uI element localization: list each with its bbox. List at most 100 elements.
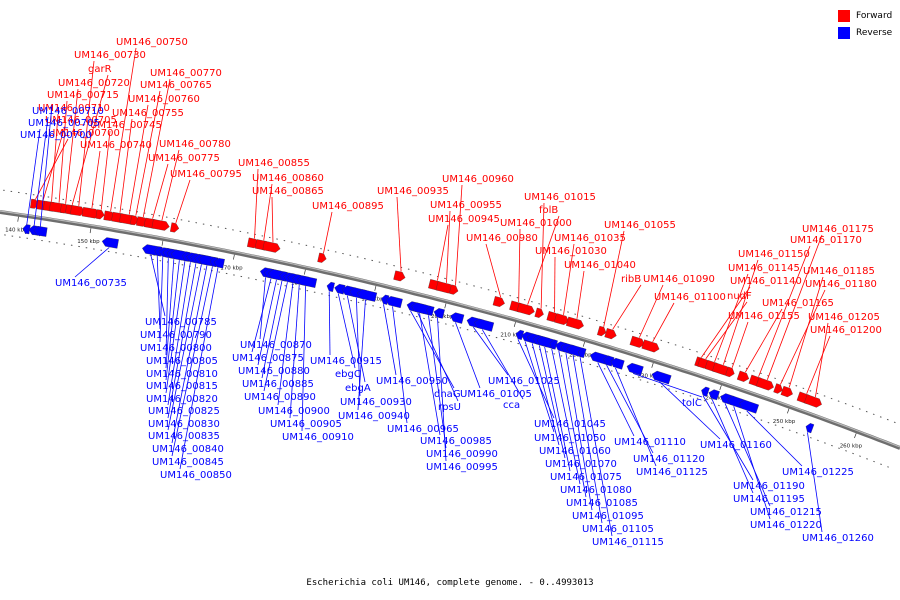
reverse-gene-arrow — [474, 318, 495, 332]
reverse-gene-arrow — [450, 312, 465, 324]
forward-gene-label: UM146_00740 — [80, 140, 152, 151]
forward-gene-label: UM146_00795 — [170, 169, 242, 180]
forward-gene-label: UM146_00750 — [116, 37, 188, 48]
forward-gene-label: UM146_01175 — [802, 224, 874, 235]
reverse-leader-line — [165, 260, 180, 381]
reverse-leader-line — [167, 264, 202, 431]
forward-gene-label: UM146_01145 — [728, 263, 800, 274]
legend: Forward Reverse — [838, 9, 892, 43]
axis-tick-mark — [89, 228, 92, 234]
forward-gene-arrow — [604, 328, 617, 340]
reverse-gene-label: UM146_01110 — [614, 437, 686, 448]
forward-leader-line — [700, 286, 751, 358]
forward-gene-arrow — [170, 222, 180, 233]
forward-leader-line — [142, 78, 171, 218]
forward-swatch — [838, 9, 850, 22]
reverse-gene-label: dnaG — [434, 389, 461, 400]
reverse-leader-line — [289, 284, 300, 419]
reverse-leader-line — [597, 362, 635, 437]
reverse-gene-label: UM146_01260 — [802, 533, 874, 544]
forward-leader-line — [745, 308, 783, 373]
reverse-gene-label: UM146_00845 — [152, 457, 224, 468]
reverse-gene-arrow — [213, 258, 225, 269]
forward-leader-line — [788, 276, 824, 388]
forward-gene-label: UM146_00775 — [148, 153, 220, 164]
forward-gene-arrow — [629, 335, 645, 348]
reverse-leader-line — [357, 299, 366, 411]
reverse-leader-line — [632, 373, 703, 398]
reverse-leader-line — [544, 346, 571, 472]
forward-gene-label: garR — [88, 64, 112, 75]
forward-gene-arrow — [554, 313, 570, 325]
forward-gene-label: UM146_00980 — [466, 233, 538, 244]
forward-leader-line — [612, 284, 642, 330]
reverse-gene-label: UM146_00825 — [148, 406, 220, 417]
reverse-leader-line — [807, 432, 823, 533]
reverse-gene-label: UM146_00995 — [426, 462, 498, 473]
reverse-leader-line — [481, 329, 524, 400]
reverse-leader-line — [659, 381, 721, 440]
reverse-gene-label: UM146_00965 — [387, 424, 459, 435]
axis-tick-label: 250 kbp — [773, 419, 796, 425]
axis-tick-label: 140 kbp — [5, 228, 28, 234]
forward-leader-line — [78, 60, 95, 206]
forward-gene-label: UM146_01055 — [604, 220, 676, 231]
forward-gene-label: UM146_00715 — [47, 90, 119, 101]
reverse-gene-label: UM146_00880 — [238, 366, 310, 377]
reverse-gene-label: UM146_01095 — [572, 511, 644, 522]
forward-leader-line — [91, 150, 101, 209]
axis-tick-mark — [651, 362, 654, 368]
reverse-gene-label: UM146_00840 — [152, 444, 224, 455]
reverse-gene-arrow — [33, 226, 48, 237]
reverse-gene-label: UM146_00800 — [140, 343, 212, 354]
forward-gene-label: UM146_01040 — [564, 260, 636, 271]
forward-gene-label: UM146_00955 — [430, 200, 502, 211]
reverse-gene-label: UM146_00905 — [270, 419, 342, 430]
reverse-gene-label: UM146_00875 — [232, 353, 304, 364]
forward-gene-arrow — [393, 270, 406, 282]
reverse-leader-line — [531, 343, 560, 446]
reverse-leader-line — [346, 295, 366, 383]
forward-leader-line — [71, 74, 109, 205]
reverse-gene-arrow — [101, 237, 119, 249]
forward-gene-label: UM146_01140 — [730, 276, 802, 287]
axis-tick-label: 210 kbp — [500, 333, 523, 339]
forward-gene-arrow — [641, 339, 660, 353]
reverse-gene-arrow — [297, 275, 318, 288]
forward-leader-line — [603, 230, 625, 327]
reverse-gene-label: UM146_01125 — [636, 467, 708, 478]
reverse-gene-label: UM146_01115 — [592, 537, 664, 548]
axis-tick-label: 260 kbp — [840, 443, 863, 449]
forward-leader-line — [518, 228, 521, 303]
reverse-leader-line — [156, 256, 161, 330]
axis-tick-mark — [719, 385, 722, 391]
forward-gene-label: UM146_01155 — [728, 311, 800, 322]
reverse-leader-line — [579, 357, 613, 537]
reverse-gene-label: UM146_00705 — [28, 118, 100, 129]
forward-leader-line — [815, 322, 829, 397]
reverse-leader-line — [711, 398, 754, 494]
reverse-gene-label: UM146_00830 — [148, 419, 220, 430]
reverse-gene-label: UM146_00900 — [258, 406, 330, 417]
reverse-gene-label: UM146_00930 — [340, 397, 412, 408]
reverse-gene-label: UM146_00790 — [140, 330, 212, 341]
forward-gene-label: UM146_01180 — [805, 279, 877, 290]
reverse-gene-label: UM146_00835 — [148, 431, 220, 442]
reverse-leader-line — [32, 116, 49, 236]
forward-leader-line — [780, 289, 826, 385]
reverse-gene-label: UM146_00950 — [376, 376, 448, 387]
reverse-gene-label: UM146_00885 — [242, 379, 314, 390]
forward-gene-label: UM146_00730 — [74, 50, 146, 61]
reverse-leader-line — [328, 291, 331, 356]
reverse-leader-line — [179, 267, 219, 470]
axis-tick-mark — [582, 341, 585, 347]
forward-leader-line — [135, 90, 161, 216]
forward-gene-arrow — [449, 284, 459, 295]
reverse-gene-label: tolC — [682, 398, 702, 409]
forward-leader-line — [254, 168, 259, 239]
reverse-gene-label: UM146_00890 — [244, 392, 316, 403]
legend-forward-label: Forward — [856, 10, 893, 21]
reverse-leader-line — [261, 280, 283, 379]
reverse-gene-label: UM146_01195 — [733, 494, 805, 505]
forward-leader-line — [58, 100, 68, 203]
